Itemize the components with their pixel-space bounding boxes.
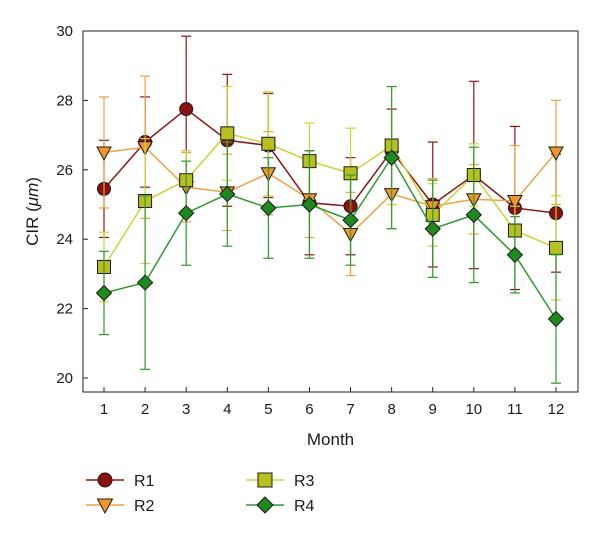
legend-item-r1: R1 [86,472,155,490]
x-tick-label: 2 [141,401,149,418]
data-point-r4 [177,204,195,222]
data-point-r4 [506,246,524,264]
legend-label-r2: R2 [134,498,155,515]
legend-marker-r1 [97,472,113,488]
x-tick-label: 3 [182,401,190,418]
legend-marker-r2 [96,498,114,515]
x-tick-label: 11 [507,401,523,418]
x-tick-label: 4 [223,401,231,418]
series-line-r2 [103,146,557,236]
x-axis-title: Month [307,430,354,449]
legend-label-r1: R1 [134,473,155,490]
x-tick-label: 10 [465,401,482,418]
y-tick-label: 20 [56,370,73,387]
legend-marker-r4 [256,496,274,514]
legend-marker-r3 [257,472,273,488]
data-point-r4 [95,284,113,302]
series-line-r1 [103,108,557,214]
legend-label-r3: R3 [294,473,315,490]
legend-item-r3: R3 [246,472,315,490]
y-axis-title: CIR (μm) [23,177,42,246]
y-tick-label: 28 [56,92,73,109]
data-point-r3 [261,136,276,151]
data-point-r4 [424,220,441,237]
data-point-r4 [547,310,565,328]
data-point-r3 [220,126,235,141]
x-tick-label: 5 [264,401,272,418]
legend-item-r4: R4 [246,496,315,515]
data-point-r2 [548,146,564,162]
x-tick-label: 7 [346,401,354,418]
x-tick-label: 1 [100,401,108,418]
x-tick-label: 12 [548,401,565,418]
data-point-r4 [301,196,318,213]
plot-frame [82,30,579,393]
x-tick-label: 9 [429,401,437,418]
series-r1 [97,35,563,291]
series-line-r4 [103,156,557,320]
y-tick-label: 26 [56,162,73,179]
y-tick-label: 24 [56,231,73,248]
data-point-r2 [96,146,112,162]
x-tick-label: 6 [305,401,313,418]
data-point-r4 [383,149,400,166]
legend-item-r2: R2 [86,498,155,515]
y-axis-title-unit: μm [23,183,42,207]
data-point-r4 [342,211,359,229]
data-point-r4 [219,185,236,203]
data-point-r4 [136,274,154,291]
y-axis-title-close: ) [23,177,42,183]
x-tick-label: 8 [387,401,395,418]
data-point-r3 [549,240,563,255]
data-point-r1 [179,102,194,117]
data-point-r4 [260,199,277,217]
series-r4 [95,85,565,384]
data-point-r2 [507,195,523,210]
y-tick-label: 30 [56,23,73,40]
series-r3 [97,85,563,303]
legend-label-r4: R4 [294,498,315,515]
y-axis-title-main: CIR ( [23,206,42,246]
y-tick-label: 22 [56,301,73,318]
legend: R1 R2 R3 R4 [86,472,315,515]
series-layer [95,35,565,384]
data-point-r4 [465,206,483,224]
